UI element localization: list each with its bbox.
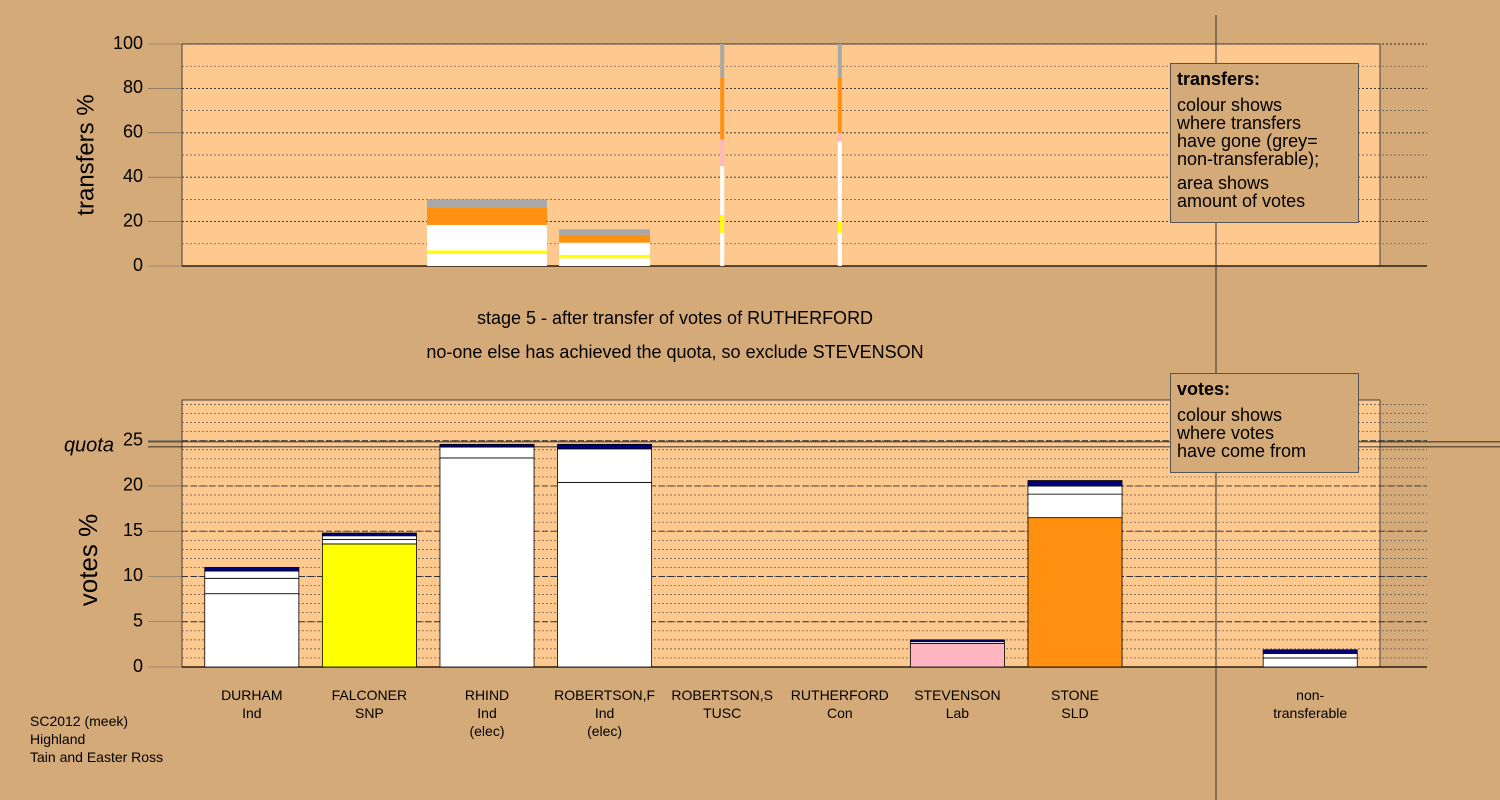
y-axis-label: transfers % <box>72 94 99 215</box>
bar-segment <box>837 44 842 78</box>
quota-label: quota <box>64 435 114 457</box>
bar-segment <box>720 139 725 167</box>
x-tick-label: DURHAM Ind <box>221 687 283 721</box>
x-tick-label: FALCONER SNP <box>331 687 408 721</box>
bar-segment <box>559 254 651 259</box>
bar-segment <box>321 535 417 540</box>
bar-segment <box>439 457 535 668</box>
info-box: votes: colour shows where votes have come… <box>1170 373 1359 473</box>
info-box-text: colour shows where transfers have gone (… <box>1177 95 1320 169</box>
y-tick-label: 20 <box>123 475 143 495</box>
y-tick-label: 10 <box>123 565 143 585</box>
footer: SC2012 (meek) Highland Tain and Easter R… <box>30 713 164 765</box>
x-tick-label: non- transferable <box>1273 687 1348 721</box>
bar-segment <box>1027 517 1123 668</box>
bar-segment <box>204 570 300 579</box>
bar-segment <box>321 532 417 537</box>
y-tick-label: 100 <box>113 33 143 53</box>
bar-segment <box>837 141 842 222</box>
bar-segment <box>204 593 300 668</box>
stage-title: stage 5 - after transfer of votes of RUT… <box>476 308 874 328</box>
bar-segment <box>1027 493 1123 519</box>
bar-segment <box>720 44 725 78</box>
bar-segment <box>557 443 653 450</box>
bar-segment <box>204 577 300 595</box>
bar-segment <box>837 77 842 133</box>
bar-segment <box>837 132 842 142</box>
info-box-title: votes: <box>1177 379 1231 399</box>
bar-segment <box>1027 480 1123 487</box>
bar-segment <box>720 232 725 266</box>
bar-segment <box>321 538 417 545</box>
info-box: transfers: colour shows where transfers h… <box>1170 63 1359 223</box>
x-tick-label: STEVENSON Lab <box>914 687 1001 721</box>
y-tick-label: 60 <box>123 122 143 142</box>
bar-segment <box>909 639 1005 643</box>
bar-segment <box>559 258 651 266</box>
bar-segment <box>557 448 653 483</box>
bar-segment <box>559 234 651 243</box>
bar-segment <box>1027 485 1123 495</box>
y-tick-label: 5 <box>133 610 143 630</box>
y-tick-label: 80 <box>123 77 143 97</box>
bar-segment <box>837 232 842 266</box>
bar-segment <box>720 77 725 140</box>
bar-segment <box>557 481 653 668</box>
y-tick-label: 25 <box>123 429 143 449</box>
bar-segment <box>559 242 651 255</box>
bar-segment <box>559 229 651 235</box>
bar-segment <box>720 166 725 215</box>
bar-segment <box>1262 649 1358 654</box>
info-box-text: colour shows where votes have come from <box>1177 405 1307 461</box>
bar-segment <box>909 643 1005 668</box>
info-box-title: transfers: <box>1177 69 1261 89</box>
x-tick-label: STONE SLD <box>1051 687 1099 721</box>
bar-segment <box>427 199 547 208</box>
x-tick-label: RHIND Ind (elec) <box>464 687 510 739</box>
x-tick-label: ROBERTSON,F Ind (elec) <box>554 687 656 739</box>
y-axis-label: votes % <box>73 514 103 607</box>
x-tick-label: RUTHERFORD Con <box>790 687 889 721</box>
bar-segment <box>837 221 842 233</box>
bar-segment <box>427 224 547 251</box>
bar-segment <box>427 207 547 225</box>
bar-segment <box>204 567 300 572</box>
y-tick-label: 0 <box>133 656 143 676</box>
bar-segment <box>427 250 547 254</box>
x-tick-label: ROBERTSON,S TUSC <box>671 687 774 721</box>
bar-segment <box>1262 653 1358 659</box>
stage-subtitle: no-one else has achieved the quota, so e… <box>426 342 924 362</box>
bar-segment <box>439 443 535 448</box>
bar-segment <box>720 214 725 233</box>
bar-segment <box>439 446 535 459</box>
bar-segment <box>1262 657 1358 668</box>
y-tick-label: 40 <box>123 166 143 186</box>
bar-segment <box>427 253 547 266</box>
y-tick-label: 20 <box>123 210 143 230</box>
info-box-text: area shows amount of votes <box>1177 173 1306 211</box>
bar-segment <box>321 543 417 668</box>
y-tick-label: 15 <box>123 520 143 540</box>
y-tick-label: 0 <box>133 255 143 275</box>
